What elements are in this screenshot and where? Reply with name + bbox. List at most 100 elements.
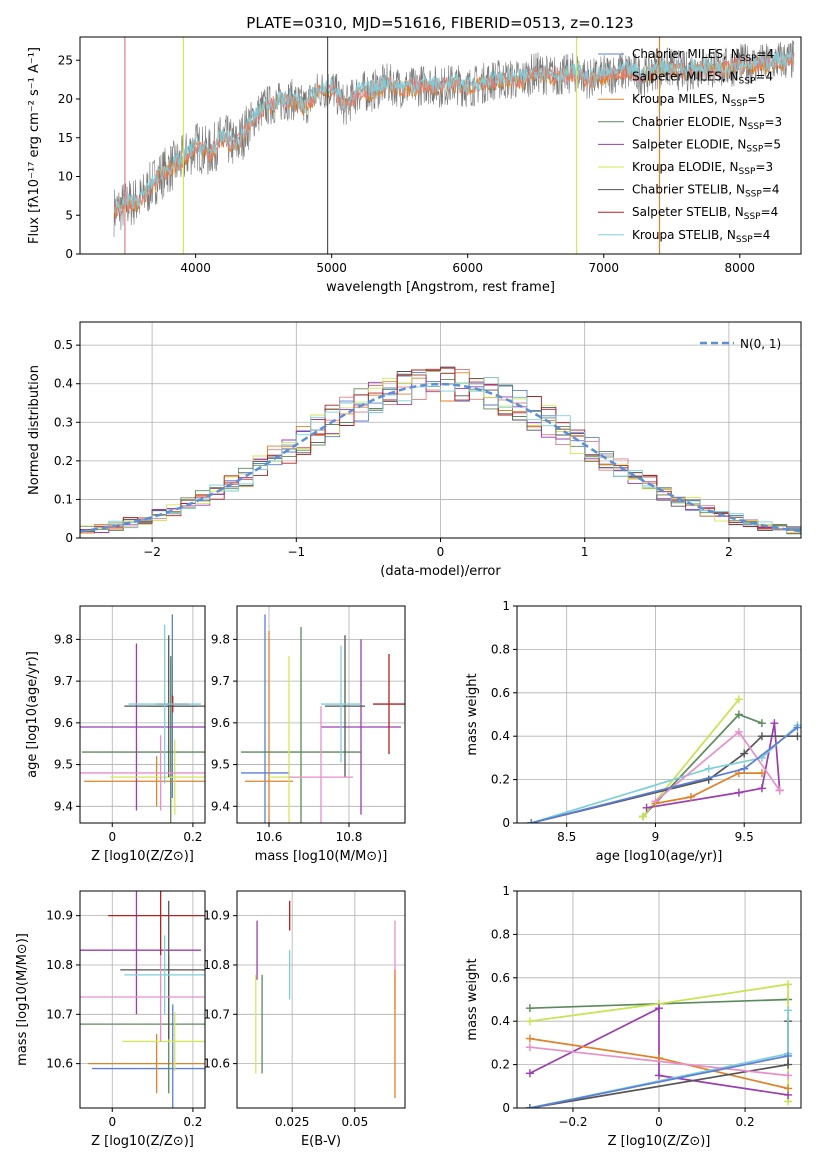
weight-marker	[784, 1071, 793, 1080]
x-tick-label: 0	[655, 1115, 663, 1129]
y-tick-label: 0.6	[491, 971, 510, 985]
weight-marker	[784, 980, 793, 989]
y-tick-label: 15	[58, 131, 73, 145]
weight-line	[642, 698, 740, 818]
axes-frame	[516, 605, 802, 824]
y-tick-label: 0	[65, 247, 73, 261]
weight-marker	[793, 732, 801, 741]
weight-marker	[525, 1069, 534, 1078]
y-tick-label: 9.8	[211, 632, 230, 646]
x-tick-label: 1	[581, 545, 589, 559]
weight-marker	[734, 695, 743, 704]
y-axis-label: mass weight	[465, 958, 480, 1040]
legend-entry: Chabrier MILES, NSSP=4	[632, 47, 774, 64]
weight-marker	[639, 812, 648, 821]
weight-marker	[651, 797, 660, 806]
y-tick-label: 0.2	[491, 773, 510, 787]
y-tick-label: 0.4	[54, 377, 73, 391]
x-axis-label: age [log10(age/yr)]	[596, 849, 723, 864]
weight-marker	[525, 1104, 534, 1108]
y-tick-label: 1	[502, 884, 510, 898]
x-tick-label: 9.5	[735, 830, 754, 844]
axes-frame	[79, 890, 206, 1109]
y-axis-label: Normed distribution	[27, 365, 42, 495]
weight-marker	[793, 723, 801, 732]
x-tick-label: 5000	[316, 261, 347, 275]
y-tick-label: 9.8	[54, 632, 73, 646]
legend-entry: Kroupa ELODIE, NSSP=3	[632, 160, 773, 177]
y-tick-label: 5	[65, 208, 73, 222]
y-tick-label: 0.4	[491, 1014, 510, 1028]
plot-area	[80, 366, 801, 535]
weight-marker	[655, 1071, 663, 1080]
weight-marker	[686, 792, 695, 801]
axes-frame	[79, 605, 206, 824]
x-tick-label: 10.6	[256, 830, 283, 844]
x-tick-label: 0.025	[275, 1115, 309, 1129]
weight-line	[529, 1006, 789, 1096]
y-tick-label: 9.6	[54, 716, 73, 730]
plot-area	[241, 614, 405, 823]
x-tick-label: 0	[108, 1115, 116, 1129]
weight-marker	[775, 786, 784, 795]
x-tick-label: 8000	[725, 261, 756, 275]
x-axis-label: mass [log10(M/M⊙)]	[255, 849, 388, 864]
weight-marker	[527, 819, 536, 823]
y-tick-label: 10.7	[203, 1007, 230, 1021]
plot-area	[255, 900, 396, 1099]
x-tick-label: −0.2	[558, 1115, 587, 1129]
x-tick-label: −2	[143, 545, 161, 559]
x-tick-label: 9	[652, 830, 660, 844]
x-tick-label: 8.5	[557, 830, 576, 844]
weight-marker	[757, 732, 766, 741]
y-tick-label: 0.4	[491, 729, 510, 743]
weight-marker	[784, 1051, 793, 1060]
plot-area	[525, 980, 793, 1108]
axes-frame	[79, 36, 802, 255]
y-axis-label: Flux [fλ10⁻¹⁷ erg cm⁻² s⁻¹ A⁻¹]	[27, 47, 42, 244]
x-axis-label: Z [log10(Z/Z⊙)]	[91, 849, 194, 864]
y-tick-label: 0.2	[491, 1058, 510, 1072]
weight-marker	[525, 1004, 534, 1013]
legend-entry: Salpeter STELIB, NSSP=4	[632, 205, 778, 222]
y-tick-label: 0.5	[54, 338, 73, 352]
y-tick-label: 9.6	[211, 716, 230, 730]
x-tick-label: 7000	[588, 261, 619, 275]
weight-marker	[740, 764, 749, 773]
legend-entry: N(0, 1)	[740, 337, 781, 351]
y-tick-label: 1	[502, 599, 510, 613]
y-tick-label: 0	[65, 531, 73, 545]
y-tick-label: 10.9	[46, 909, 73, 923]
weight-marker	[525, 1034, 534, 1043]
y-axis-label: mass [log10(M/M⊙)]	[15, 933, 30, 1066]
x-tick-label: 10.8	[336, 830, 363, 844]
figure-title: PLATE=0310, MJD=51616, FIBERID=0513, z=0…	[246, 14, 633, 32]
y-tick-label: 0.2	[54, 454, 73, 468]
legend-entry: Kroupa MILES, NSSP=5	[632, 92, 765, 109]
y-tick-label: 0.8	[491, 642, 510, 656]
x-tick-label: 0.2	[183, 1115, 202, 1129]
weight-marker	[642, 803, 651, 812]
weight-marker	[784, 1060, 793, 1069]
y-tick-label: 9.7	[211, 674, 230, 688]
y-tick-label: 25	[58, 53, 73, 67]
weight-marker	[770, 719, 779, 728]
normal-curve	[80, 382, 801, 533]
plot-area	[527, 695, 801, 823]
weight-marker	[704, 764, 713, 773]
x-axis-label: (data-model)/error	[380, 564, 501, 579]
x-axis-label: E(B-V)	[301, 1134, 341, 1149]
x-tick-label: 2	[725, 545, 733, 559]
legend-entry: Kroupa STELIB, NSSP=4	[632, 228, 770, 245]
y-tick-label: 0.6	[491, 686, 510, 700]
weight-marker	[525, 1043, 534, 1052]
legend-entry: Chabrier ELODIE, NSSP=3	[632, 115, 782, 132]
y-tick-label: 0.8	[491, 927, 510, 941]
weight-marker	[757, 784, 766, 793]
y-tick-label: 9.4	[211, 799, 230, 813]
y-tick-label: 0	[502, 816, 510, 830]
x-tick-label: 6000	[452, 261, 483, 275]
x-tick-label: 0.2	[183, 830, 202, 844]
y-tick-label: 9.4	[54, 799, 73, 813]
weight-marker	[704, 775, 713, 784]
